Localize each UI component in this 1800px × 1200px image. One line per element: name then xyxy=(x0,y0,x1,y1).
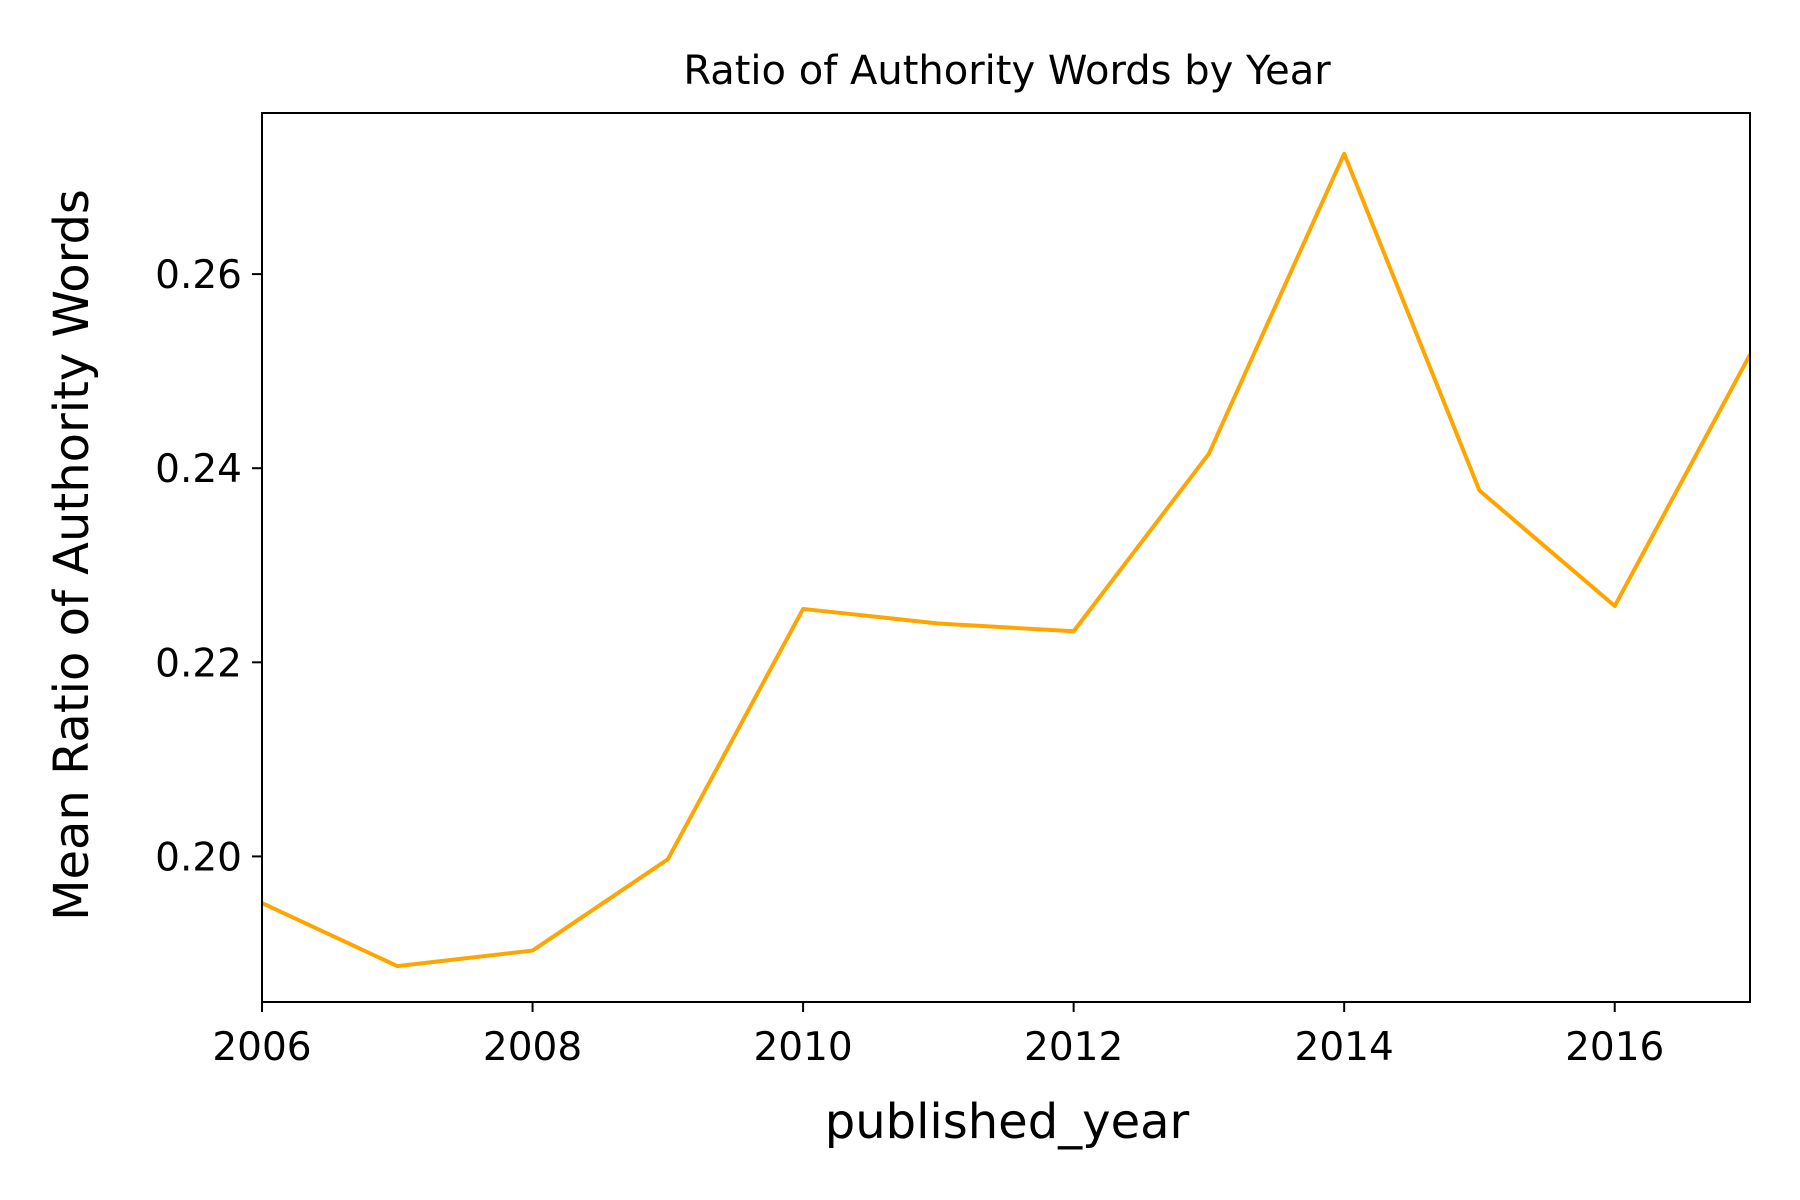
chart-title: Ratio of Authority Words by Year xyxy=(683,48,1331,94)
plot-area xyxy=(262,151,1750,969)
x-tick-label: 2010 xyxy=(753,1025,852,1070)
x-tick-label: 2014 xyxy=(1295,1025,1394,1070)
x-axis: 2006 2008 2010 2012 2014 2016 xyxy=(212,1002,1664,1070)
x-tick-label: 2008 xyxy=(483,1025,582,1070)
y-axis: 0.20 0.22 0.24 0.26 xyxy=(155,253,262,880)
y-tick-label: 0.26 xyxy=(155,253,242,298)
x-tick-label: 2012 xyxy=(1024,1025,1123,1070)
plot-frame xyxy=(261,112,1751,1003)
series-line-0 xyxy=(262,151,1750,969)
x-tick-label: 2006 xyxy=(212,1025,311,1070)
x-axis-label: published_year xyxy=(825,1094,1190,1150)
y-tick-label: 0.20 xyxy=(155,835,242,880)
x-tick-label: 2016 xyxy=(1565,1025,1664,1070)
y-axis-label: Mean Ratio of Authority Words xyxy=(44,189,100,921)
y-tick-label: 0.22 xyxy=(155,641,242,686)
y-tick-label: 0.24 xyxy=(155,447,242,492)
